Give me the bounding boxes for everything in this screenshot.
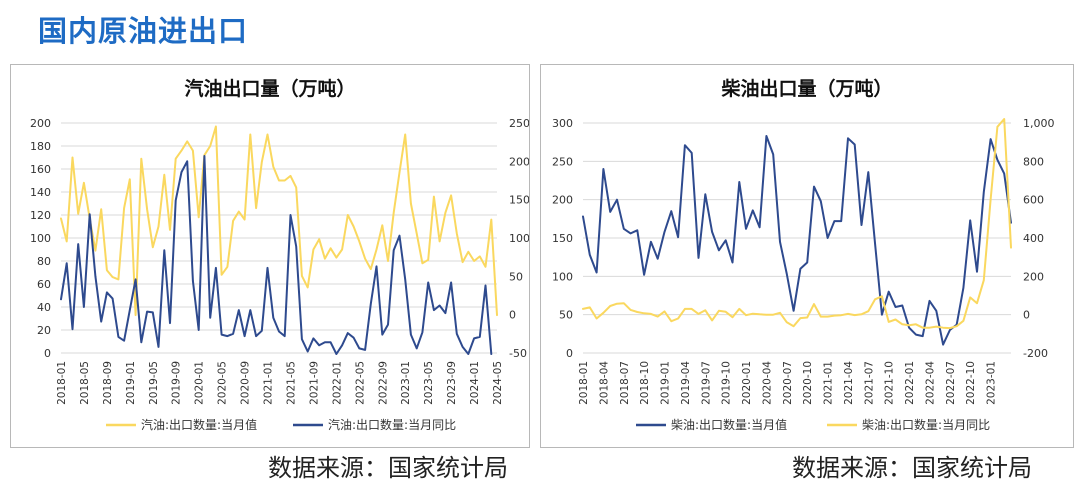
x-tick-label: 2018-01 (578, 361, 590, 405)
x-tick-label: 2018-01 (56, 361, 68, 405)
legend-label: 汽油:出口数量:当月值 (141, 417, 257, 432)
y-left-tick-label: 100 (30, 232, 51, 245)
page-title: 国内原油进出口 (38, 14, 249, 48)
data-source-right: 数据来源：国家统计局 (792, 454, 1032, 482)
x-tick-label: 2021-01 (263, 361, 275, 405)
y-left-tick-label: 250 (552, 155, 573, 168)
diesel-export-chart: 柴油出口量（万吨） 0 50 100 150 200 250 300 -200 0 200 400 60… (552, 77, 1055, 432)
y-left-tick-label: 100 (552, 270, 573, 283)
x-tick-label: 2019-05 (148, 361, 160, 405)
y-left-tick-label: 160 (30, 163, 51, 176)
x-tick-label: 2021-07 (863, 361, 875, 405)
x-tick-label: 2023-09 (446, 361, 458, 405)
y-left-tick-label: 20 (37, 324, 51, 337)
y-right-tick-label: -200 (1023, 347, 1048, 360)
legend-label: 柴油:出口数量:当月同比 (862, 417, 990, 432)
y-left-tick-label: 140 (30, 186, 51, 199)
y-right-tick-label: 1,000 (1023, 117, 1055, 130)
gasoline-export-chart: 汽油出口量（万吨） 0 20 40 60 80 100 120 140 160 180 200 -50 0… (30, 77, 529, 432)
y-left-tick-label: 0 (566, 347, 573, 360)
y-right-tick-label: 100 (509, 232, 529, 245)
y-left-tick-label: 180 (30, 140, 51, 153)
x-tick-label: 2020-01 (741, 361, 753, 405)
y-right-tick-label: 0 (509, 309, 516, 322)
y-right-tick-label: 400 (1023, 232, 1044, 245)
x-tick-label: 2019-09 (171, 361, 183, 405)
x-tick-label: 2021-10 (884, 361, 896, 405)
x-tick-label: 2022-07 (945, 361, 957, 405)
series-line (60, 155, 493, 355)
y-left-tick-label: 60 (37, 278, 51, 291)
x-tick-label: 2020-09 (240, 361, 252, 405)
y-right-tick-label: 50 (509, 270, 523, 283)
x-tick-label: 2019-10 (721, 361, 733, 405)
x-tick-label: 2021-09 (308, 361, 320, 405)
x-tick-label: 2022-10 (965, 361, 977, 405)
x-tick-label: 2022-04 (924, 361, 936, 405)
x-tick-label: 2023-05 (423, 361, 435, 405)
legend-label: 汽油:出口数量:当月同比 (328, 417, 456, 432)
y-left-tick-label: 150 (552, 232, 573, 245)
x-tick-label: 2023-01 (986, 361, 998, 405)
diesel-export-chart-panel: 柴油出口量（万吨） 0 50 100 150 200 250 300 -200 0 200 400 60… (540, 64, 1074, 448)
x-tick-label: 2022-01 (331, 361, 343, 405)
x-tick-label: 2019-04 (680, 361, 692, 405)
x-tick-label: 2020-04 (761, 361, 773, 405)
gasoline-export-chart-panel: 汽油出口量（万吨） 0 20 40 60 80 100 120 140 160 180 200 -50 0… (10, 64, 530, 448)
x-tick-label: 2019-01 (660, 361, 672, 405)
x-tick-label: 2020-07 (782, 361, 794, 405)
x-tick-label: 2020-05 (217, 361, 229, 405)
x-tick-label: 2018-10 (639, 361, 651, 405)
x-tick-label: 2022-09 (377, 361, 389, 405)
y-right-tick-label: 200 (509, 155, 529, 168)
x-tick-label: 2021-04 (843, 361, 855, 405)
x-tick-label: 2021-05 (285, 361, 297, 405)
x-tick-label: 2019-01 (125, 361, 137, 405)
series-line (60, 125, 498, 317)
legend-label: 柴油:出口数量:当月值 (671, 417, 787, 432)
y-right-tick-label: 800 (1023, 155, 1044, 168)
y-left-tick-label: 80 (37, 255, 51, 268)
x-tick-label: 2022-05 (354, 361, 366, 405)
x-tick-label: 2018-09 (102, 361, 114, 405)
y-right-tick-label: 250 (509, 117, 529, 130)
x-tick-label: 2018-05 (79, 361, 91, 405)
y-left-tick-label: 0 (44, 347, 51, 360)
y-left-tick-label: 50 (559, 309, 573, 322)
y-right-tick-label: -50 (509, 347, 527, 360)
y-left-tick-label: 120 (30, 209, 51, 222)
data-source-left: 数据来源：国家统计局 (268, 454, 508, 482)
y-right-tick-label: 150 (509, 194, 529, 207)
y-right-tick-label: 0 (1023, 309, 1030, 322)
x-tick-label: 2021-01 (823, 361, 835, 405)
x-tick-label: 2024-01 (469, 361, 481, 405)
x-tick-label: 2020-10 (802, 361, 814, 405)
x-tick-label: 2018-07 (619, 361, 631, 405)
y-left-tick-label: 200 (552, 194, 573, 207)
y-right-tick-label: 200 (1023, 270, 1044, 283)
y-left-tick-label: 40 (37, 301, 51, 314)
y-left-tick-label: 300 (552, 117, 573, 130)
x-tick-label: 2019-07 (700, 361, 712, 405)
x-tick-label: 2024-05 (492, 361, 504, 405)
x-tick-label: 2020-01 (194, 361, 206, 405)
chart-title: 柴油出口量（万吨） (720, 77, 892, 100)
x-tick-label: 2022-01 (904, 361, 916, 405)
y-right-tick-label: 600 (1023, 194, 1044, 207)
series-line (582, 118, 1012, 330)
x-tick-label: 2023-01 (400, 361, 412, 405)
x-tick-label: 2018-04 (598, 361, 610, 405)
y-left-tick-label: 200 (30, 117, 51, 130)
chart-title: 汽油出口量（万吨） (184, 77, 355, 100)
